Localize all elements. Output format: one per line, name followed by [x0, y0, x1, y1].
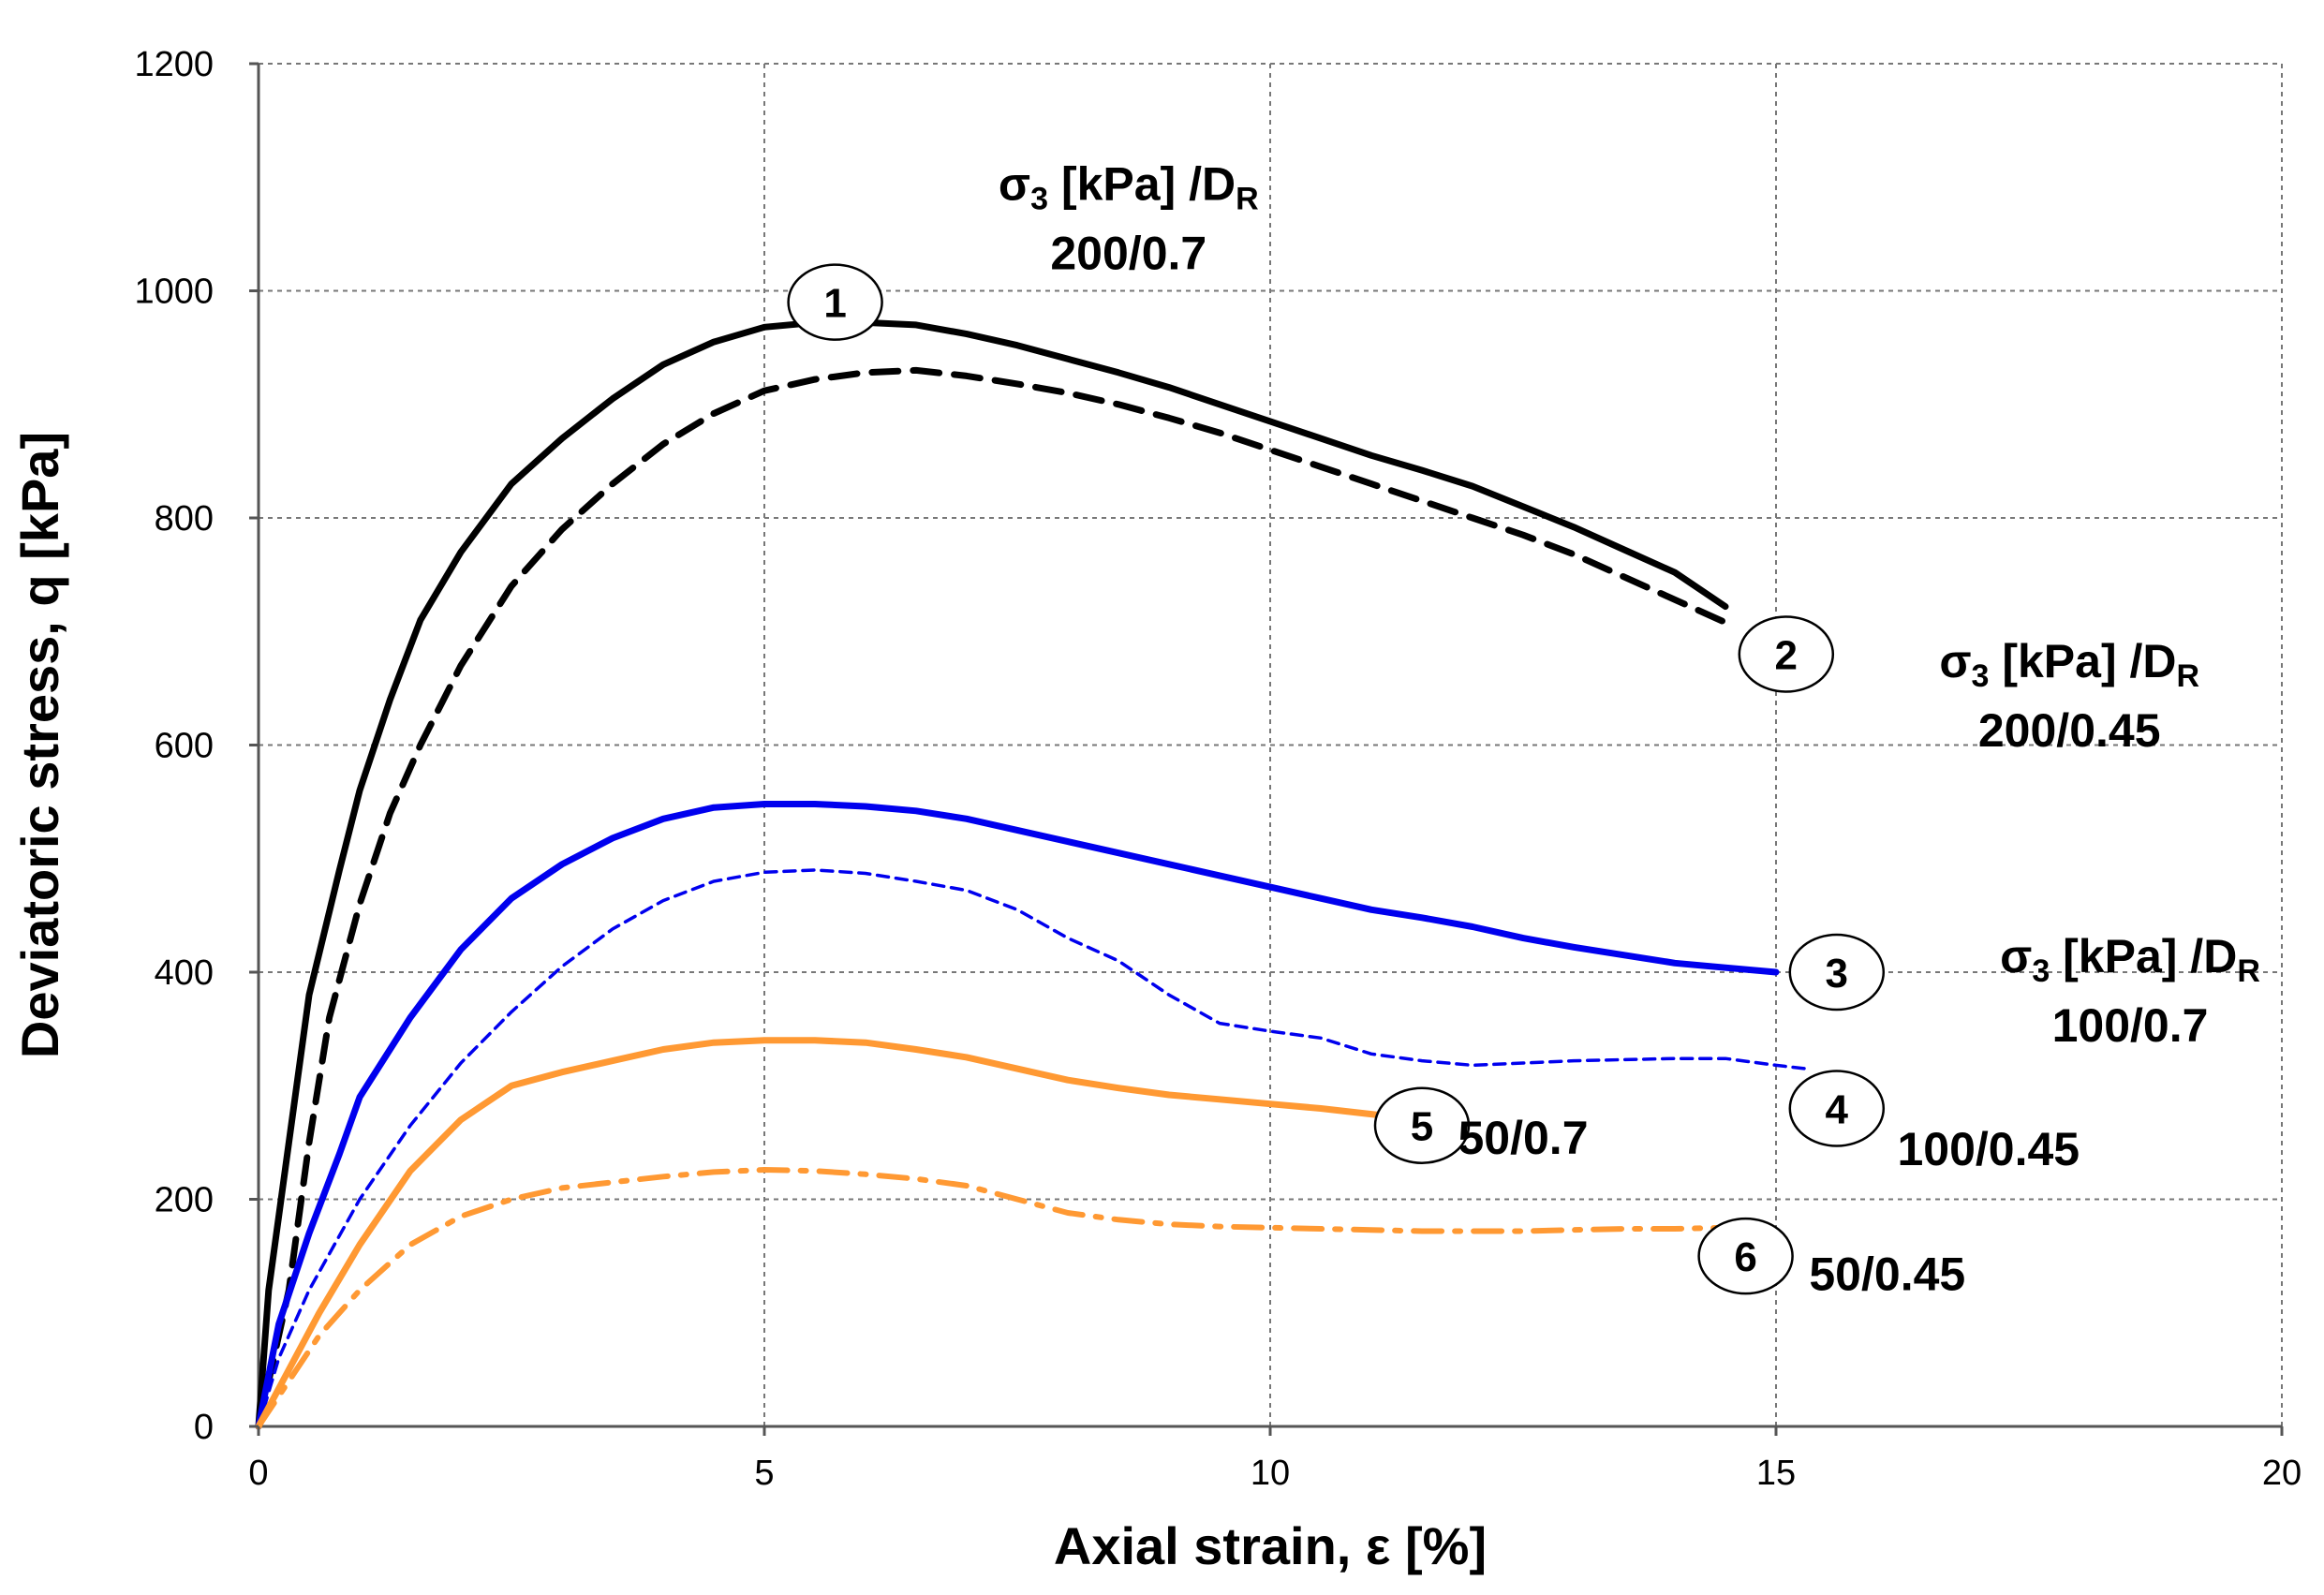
y-tick-label: 1000	[134, 273, 214, 312]
marker-circle	[1697, 1217, 1794, 1295]
inline-label: 50/0.7	[1458, 1112, 1588, 1164]
marker-circle	[1788, 1070, 1886, 1147]
marker-number: 6	[1734, 1234, 1756, 1280]
series-line-5	[255, 1037, 1405, 1430]
y-tick-label: 1200	[134, 45, 214, 84]
series-line-2	[255, 366, 1729, 1430]
unit-text: [kPa] /D	[2050, 930, 2237, 982]
subscript-3: 3	[1972, 658, 1990, 694]
annotation-value: 200/0.45	[1978, 704, 2161, 757]
inline-label: 50/0.45	[1809, 1248, 1965, 1300]
annotation-header: σ3 [kPa] /DR	[1939, 635, 2199, 694]
annotation-header: σ3 [kPa] /DR	[999, 158, 1259, 217]
curve-marker-6: 6	[1697, 1217, 1794, 1295]
x-tick-label: 15	[1756, 1454, 1796, 1493]
marker-circle	[1373, 1086, 1471, 1164]
annotation-ann-top: σ3 [kPa] /DR 200/0.7	[999, 158, 1259, 280]
annotation-ann-2: σ3 [kPa] /DR 200/0.45	[1939, 635, 2199, 757]
marker-circle	[1738, 615, 1835, 693]
y-tick-label: 400	[155, 953, 214, 993]
y-tick-label: 800	[155, 499, 214, 539]
annotation-value: 100/0.7	[2052, 999, 2209, 1052]
marker-number: 5	[1411, 1104, 1433, 1150]
y-axis-ticks: 0 200 400 600 800 1000 1200	[134, 45, 259, 1447]
marker-circle	[787, 263, 883, 341]
series-line-6	[256, 1167, 1728, 1429]
sigma-symbol: σ	[1939, 635, 1971, 687]
unit-text: [kPa] /D	[1048, 158, 1236, 211]
curve-marker-4: 4	[1788, 1070, 1886, 1147]
x-tick-label: 5	[754, 1454, 774, 1493]
x-tick-label: 20	[2262, 1454, 2302, 1493]
sigma-symbol: σ	[999, 158, 1030, 211]
y-tick-label: 0	[194, 1408, 214, 1447]
subscript-r: R	[2177, 658, 2200, 694]
subscript-3: 3	[2032, 953, 2050, 989]
curve-marker-5: 5	[1373, 1086, 1471, 1164]
marker-number: 4	[1826, 1087, 1849, 1133]
y-tick-label: 600	[155, 727, 214, 766]
curve-marker-2: 2	[1738, 615, 1835, 693]
subscript-3: 3	[1030, 182, 1048, 217]
marker-number: 2	[1775, 633, 1798, 679]
series-layer	[255, 318, 1809, 1430]
x-axis-ticks: 0 5 10 15 20	[248, 1426, 2302, 1493]
series-line-3	[255, 801, 1780, 1430]
x-axis-title: Axial strain, ε [%]	[1054, 1516, 1487, 1575]
y-tick-label: 200	[155, 1181, 214, 1220]
y-axis-title: Deviatoric stress, q [kPa]	[10, 432, 69, 1058]
markers-layer: 1 2 3 4 5 6	[787, 263, 1886, 1295]
grid	[259, 64, 2282, 1426]
annotation-header: σ3 [kPa] /DR	[2000, 930, 2260, 989]
series-line-4	[257, 868, 1809, 1428]
unit-text: [kPa] /D	[1989, 635, 2176, 687]
annotation-ann-3: σ3 [kPa] /DR 100/0.7	[2000, 930, 2260, 1052]
subscript-r: R	[1236, 182, 1259, 217]
marker-number: 1	[823, 281, 846, 327]
subscript-r: R	[2237, 953, 2260, 989]
annotation-value: 200/0.7	[1050, 228, 1206, 280]
inline-label: 100/0.45	[1897, 1123, 2080, 1175]
series-line-1	[255, 318, 1729, 1430]
marker-number: 3	[1826, 951, 1848, 997]
sigma-symbol: σ	[2000, 930, 2032, 982]
curve-marker-1: 1	[787, 263, 883, 341]
x-tick-label: 10	[1251, 1454, 1290, 1493]
marker-circle	[1788, 933, 1886, 1012]
curve-marker-3: 3	[1788, 933, 1886, 1012]
x-tick-label: 0	[248, 1454, 268, 1493]
